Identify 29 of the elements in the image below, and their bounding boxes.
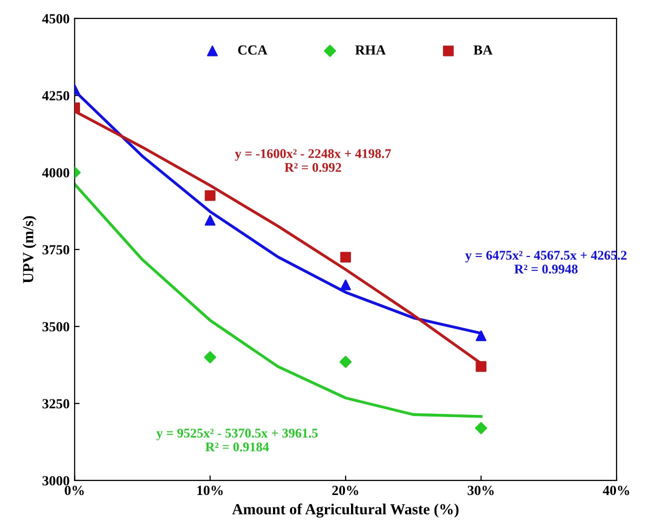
point <box>340 280 351 290</box>
annotation: y = -1600x² - 2248x + 4198.7 R² = 0.992 <box>234 149 391 172</box>
legend-label: CCA <box>238 45 268 55</box>
point <box>340 356 352 368</box>
y-tick-label: 4000 <box>42 168 70 178</box>
legend-label: BA <box>474 45 493 55</box>
y-tick-label: 3250 <box>42 399 70 408</box>
legend-label: RHA <box>355 45 386 55</box>
annotation: y = 9525x² - 5370.5x + 3961.5 R² = 0.9184 <box>156 428 318 452</box>
x-tick-label: 10% <box>197 486 223 496</box>
x-axis-title: Amount of Agricultural Waste (%) <box>232 503 459 518</box>
y-tick-label: 3750 <box>42 245 70 254</box>
point <box>476 330 486 342</box>
y-tick-label: 3000 <box>42 476 70 486</box>
x-tick-label: 30% <box>468 486 494 496</box>
point <box>204 214 216 226</box>
point <box>476 361 486 372</box>
line-series <box>74 182 482 418</box>
y-tick-label: 4250 <box>42 91 70 100</box>
x-tick-label: 0% <box>64 486 84 496</box>
point <box>340 252 351 263</box>
x-tick-label: 20% <box>332 486 358 496</box>
y-tick-label: 3500 <box>42 322 70 332</box>
y-axis-title: UPV (m/s) <box>22 216 36 284</box>
point <box>204 351 216 364</box>
x-tick-label: 40% <box>602 486 630 496</box>
point <box>204 190 216 201</box>
point <box>474 422 488 434</box>
y-tick-label: 4500 <box>42 14 70 24</box>
